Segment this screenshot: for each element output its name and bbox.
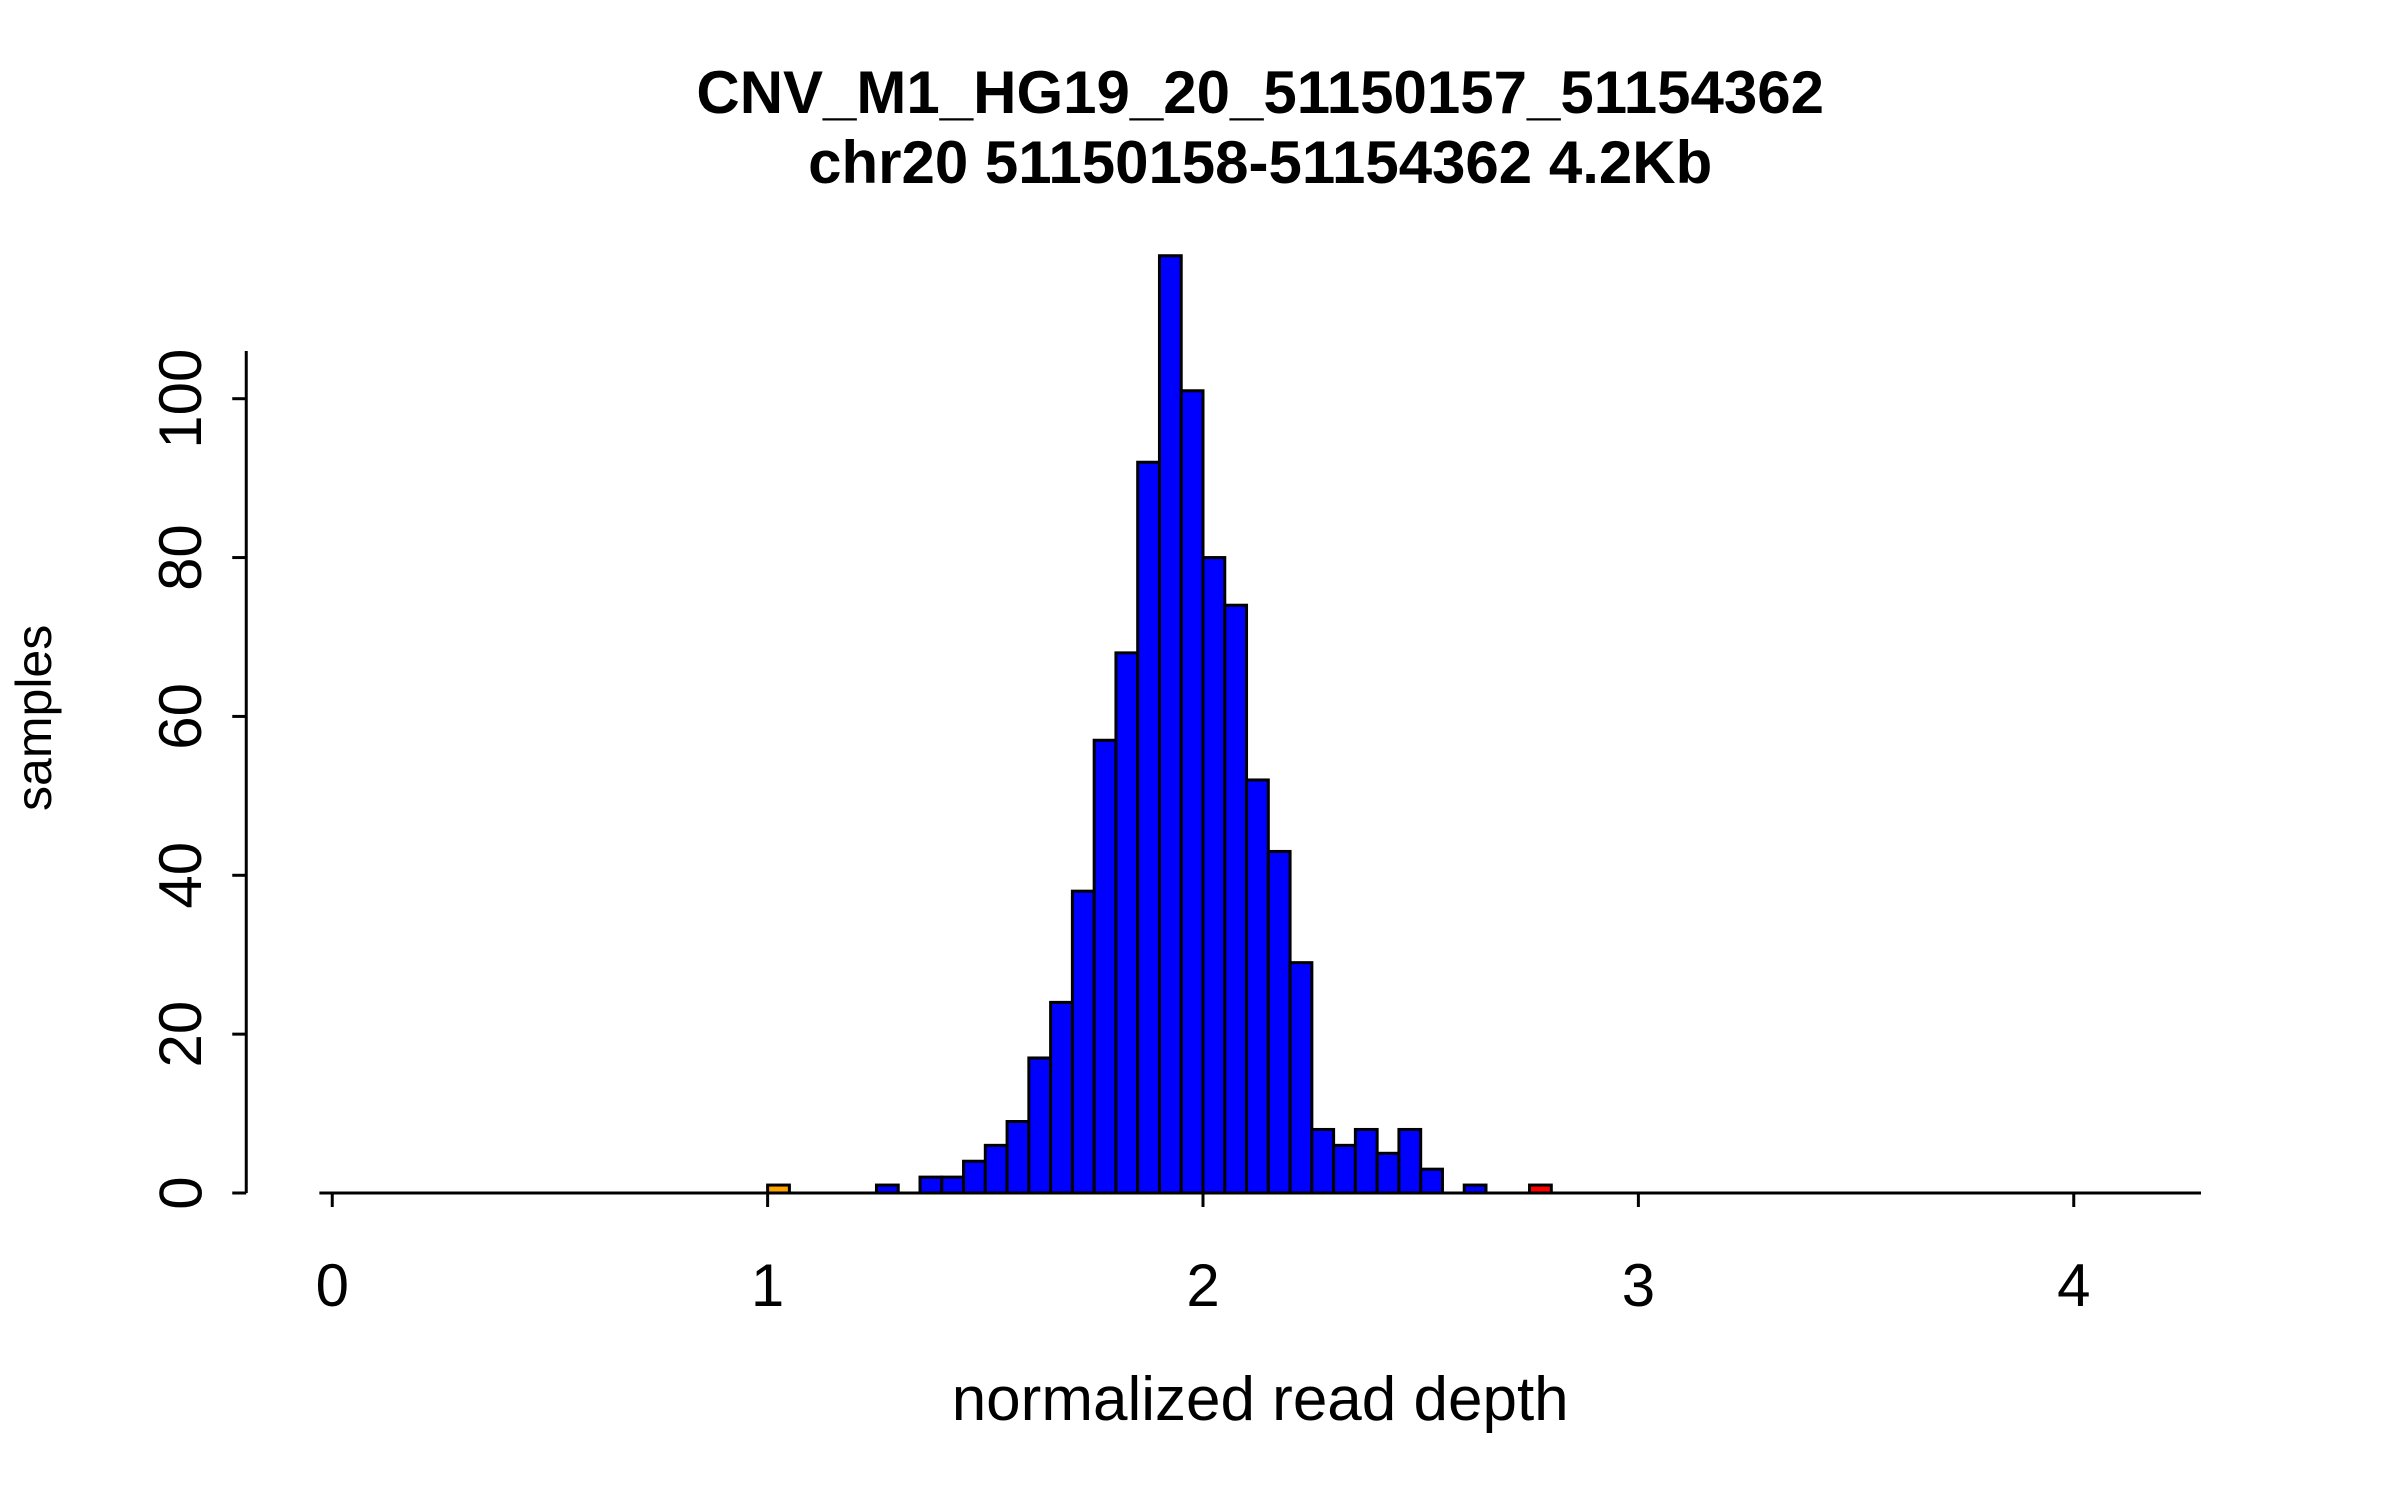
svg-text:4: 4 bbox=[2057, 1252, 2090, 1319]
svg-text:0: 0 bbox=[316, 1252, 349, 1319]
svg-text:1: 1 bbox=[751, 1252, 784, 1319]
svg-text:80: 80 bbox=[147, 524, 214, 591]
svg-text:2: 2 bbox=[1186, 1252, 1219, 1319]
svg-text:20: 20 bbox=[147, 1001, 214, 1068]
svg-text:60: 60 bbox=[147, 683, 214, 750]
svg-text:40: 40 bbox=[147, 842, 214, 909]
svg-text:3: 3 bbox=[1622, 1252, 1655, 1319]
svg-text:0: 0 bbox=[147, 1176, 214, 1209]
svg-text:chr20 51150158-51154362 4.2Kb: chr20 51150158-51154362 4.2Kb bbox=[808, 129, 1712, 196]
svg-text:samples: samples bbox=[6, 625, 62, 811]
svg-text:CNV_M1_HG19_20_51150157_511543: CNV_M1_HG19_20_51150157_51154362 bbox=[696, 59, 1824, 126]
svg-text:normalized read depth: normalized read depth bbox=[952, 1365, 1569, 1434]
svg-text:100: 100 bbox=[147, 349, 214, 449]
